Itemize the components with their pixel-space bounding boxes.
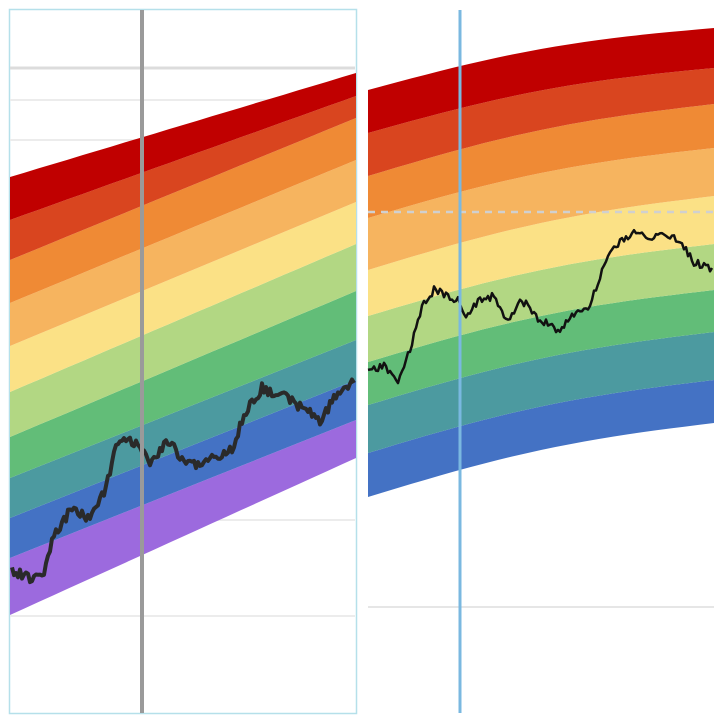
- right-band-7: [368, 104, 714, 218]
- left-band-4: [10, 291, 356, 478]
- left-band-5: [10, 244, 356, 437]
- right-band-2: [368, 332, 714, 453]
- right-band-3: [368, 290, 714, 405]
- left-band-7: [10, 160, 356, 346]
- left-band-3: [10, 340, 356, 518]
- left-band-8: [10, 118, 356, 303]
- left-band-10: [10, 73, 356, 220]
- left-band-9: [10, 96, 356, 260]
- right-price-line: [367, 228, 714, 385]
- right-band-4: [368, 244, 714, 362]
- left-band-6: [10, 202, 356, 392]
- right-band-6: [368, 148, 714, 270]
- left-chart-panel: [8, 8, 358, 715]
- right-band-1: [368, 380, 714, 497]
- right-rainbow-bands: [368, 28, 714, 497]
- right-chart-panel: [367, 10, 714, 713]
- right-band-8: [368, 68, 714, 176]
- left-price-line: [10, 377, 356, 585]
- right-band-9: [368, 28, 714, 133]
- left-band-2: [10, 380, 356, 558]
- left-band-1: [10, 420, 356, 615]
- right-band-5: [368, 196, 714, 316]
- left-rainbow-bands: [10, 73, 356, 615]
